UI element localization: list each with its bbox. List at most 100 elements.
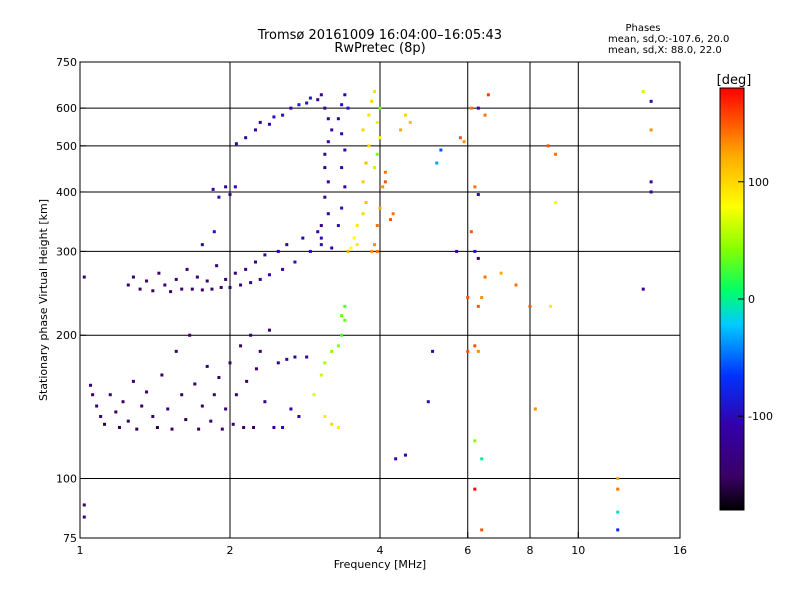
data-point [375, 249, 379, 253]
data-point [114, 410, 118, 414]
data-point [228, 285, 232, 289]
data-point [343, 93, 347, 97]
data-point [138, 287, 142, 291]
data-point [258, 120, 262, 124]
data-point [473, 344, 477, 348]
data-point [289, 407, 293, 411]
data-point [364, 161, 368, 165]
data-point [258, 349, 262, 353]
data-point [319, 224, 323, 228]
data-point [293, 355, 297, 359]
data-point [285, 357, 289, 361]
data-point [217, 376, 221, 380]
data-point [375, 152, 379, 156]
data-point [373, 90, 377, 94]
data-point [476, 193, 480, 197]
data-point [184, 418, 188, 422]
data-point [117, 425, 121, 429]
data-point [553, 152, 557, 156]
data-point [285, 243, 289, 247]
data-point [228, 361, 232, 365]
data-point [249, 333, 253, 337]
data-point [473, 185, 477, 189]
data-point [346, 249, 350, 253]
data-point [82, 515, 86, 519]
data-point [649, 190, 653, 194]
data-point [473, 487, 477, 491]
data-point [370, 249, 374, 253]
data-point [249, 281, 253, 285]
data-point [174, 277, 178, 281]
data-point [346, 106, 350, 110]
data-point [253, 260, 257, 264]
data-point [373, 243, 377, 247]
colorbar-label: [deg] [717, 73, 752, 88]
data-point [343, 185, 347, 189]
data-point [103, 422, 107, 426]
data-point [151, 289, 155, 293]
chart-title-line2: RwPretec (8p) [334, 41, 425, 56]
x-tick-label: 6 [464, 544, 471, 557]
data-point [316, 98, 320, 102]
data-point [340, 166, 344, 170]
data-point [82, 503, 86, 507]
data-point [263, 400, 267, 404]
chart-title-line1: Tromsø 20161009 16:04:00–16:05:43 [257, 28, 502, 43]
y-tick-label: 200 [56, 329, 77, 342]
data-point [281, 113, 285, 117]
data-point [319, 93, 323, 97]
data-point [330, 128, 334, 132]
data-point [169, 290, 173, 294]
data-point [272, 425, 276, 429]
data-point [649, 99, 653, 103]
data-point [126, 283, 130, 287]
data-point [476, 304, 480, 308]
data-point [391, 212, 395, 216]
data-point [217, 195, 221, 199]
data-point [163, 283, 167, 287]
x-tick-label: 10 [571, 544, 585, 557]
data-point [301, 236, 305, 240]
phase-box-title: Phases [625, 23, 660, 34]
data-point [212, 230, 216, 234]
data-point [224, 407, 228, 411]
data-point [431, 349, 435, 353]
data-point [326, 117, 330, 121]
data-point [323, 166, 327, 170]
data-point [242, 425, 246, 429]
y-axis-label: Stationary phase Virtual Height [km] [37, 199, 50, 401]
data-point [276, 361, 280, 365]
data-point [326, 140, 330, 144]
data-point [483, 113, 487, 117]
data-point [212, 393, 216, 397]
data-point [323, 361, 327, 365]
data-point [200, 288, 204, 292]
data-point [305, 101, 309, 105]
x-axis-ticks: 1 2 4 6 8 10 16 [77, 532, 687, 557]
data-point [140, 404, 144, 408]
data-point [389, 218, 393, 222]
data-point [378, 136, 382, 140]
data-point [476, 349, 480, 353]
data-point [205, 364, 209, 368]
colorbar-ticks: 100 0 -100 [738, 176, 773, 423]
y-tick-label: 400 [56, 186, 77, 199]
data-point [336, 224, 340, 228]
data-point [343, 304, 347, 308]
data-point [340, 206, 344, 210]
data-point [166, 407, 170, 411]
data-point [219, 285, 223, 289]
y-tick-label: 750 [56, 56, 77, 69]
data-point [323, 152, 327, 156]
data-point [323, 414, 327, 418]
data-point [381, 185, 385, 189]
x-tick-label: 8 [527, 544, 534, 557]
data-point [641, 90, 645, 94]
data-point [340, 103, 344, 107]
data-point [462, 140, 466, 144]
data-point [190, 287, 194, 291]
data-point [616, 487, 620, 491]
data-point [254, 367, 258, 371]
data-point [215, 264, 219, 268]
data-point [383, 180, 387, 184]
